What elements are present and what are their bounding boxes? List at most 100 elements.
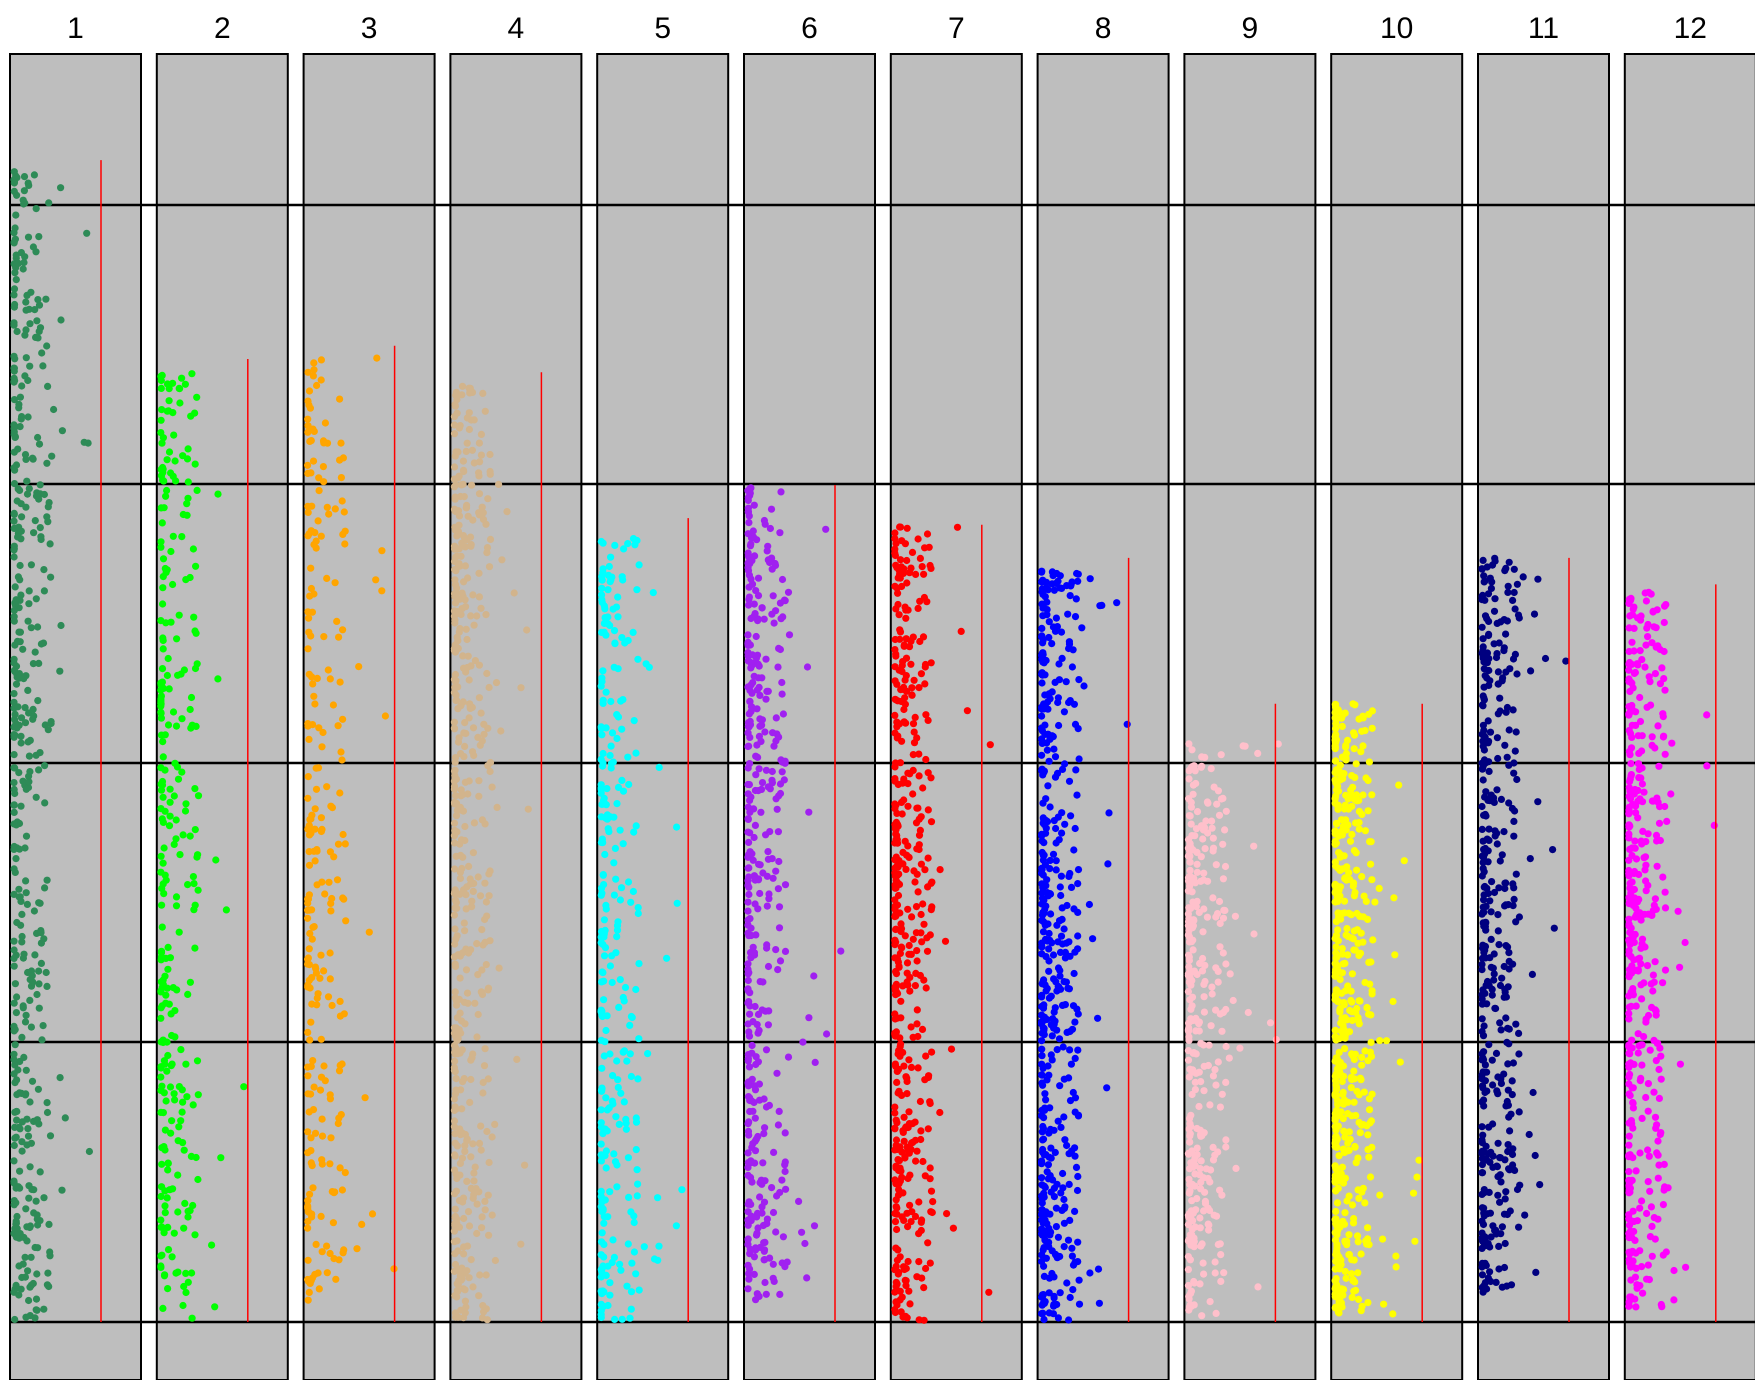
data-point <box>337 474 345 482</box>
data-point <box>451 988 459 996</box>
data-point <box>1039 771 1047 779</box>
data-point <box>10 779 18 787</box>
data-point <box>922 755 930 764</box>
data-point <box>1480 578 1488 586</box>
data-point <box>479 1078 487 1087</box>
data-point <box>745 873 753 881</box>
data-point <box>194 1175 202 1184</box>
data-point <box>941 937 950 945</box>
data-point <box>1056 948 1065 957</box>
data-point <box>157 731 166 739</box>
data-point <box>1187 981 1195 989</box>
data-point <box>306 1036 314 1044</box>
data-point <box>1221 862 1230 871</box>
data-point <box>45 199 53 207</box>
data-point <box>762 695 770 703</box>
data-point <box>1204 877 1212 885</box>
data-point <box>1364 1299 1372 1307</box>
data-point <box>305 891 313 899</box>
data-point <box>1480 1096 1488 1104</box>
data-point <box>1500 1210 1509 1218</box>
data-point <box>467 1075 475 1084</box>
data-point <box>34 296 42 304</box>
data-point <box>899 860 907 868</box>
data-point <box>1652 624 1660 632</box>
data-point <box>307 1134 315 1142</box>
data-point <box>353 1245 361 1253</box>
data-point <box>747 540 755 548</box>
data-point <box>764 687 772 695</box>
data-point <box>1184 910 1192 918</box>
data-point <box>1504 1101 1512 1109</box>
data-point <box>1652 831 1661 840</box>
data-point <box>1054 938 1062 946</box>
data-point <box>459 1314 468 1322</box>
data-point <box>1350 1067 1358 1075</box>
data-point <box>763 1220 771 1228</box>
data-point <box>1651 958 1659 966</box>
data-point <box>610 859 618 867</box>
data-point <box>1361 1047 1369 1055</box>
data-point <box>183 500 191 508</box>
data-point <box>923 530 932 538</box>
data-point <box>1511 747 1519 755</box>
data-point <box>1638 995 1646 1003</box>
data-point <box>481 1197 489 1205</box>
data-point <box>750 1270 758 1278</box>
data-point <box>26 736 34 745</box>
data-point <box>1367 860 1375 868</box>
data-point <box>1040 909 1048 917</box>
data-point <box>625 780 633 789</box>
data-point <box>1040 705 1048 713</box>
data-point <box>477 430 485 438</box>
data-point <box>171 759 179 767</box>
data-point <box>1339 1145 1348 1153</box>
data-point <box>1193 808 1202 816</box>
data-point <box>159 1109 167 1117</box>
data-point <box>304 720 312 728</box>
data-point <box>476 1271 484 1279</box>
data-point <box>1071 1152 1079 1160</box>
data-point <box>450 430 459 438</box>
data-point <box>1332 986 1340 994</box>
data-point <box>907 1218 915 1226</box>
data-point <box>479 1302 487 1310</box>
data-point <box>1649 971 1657 979</box>
data-point <box>311 529 319 537</box>
data-point <box>613 734 621 743</box>
data-point <box>617 884 626 892</box>
points-track-6 <box>744 484 845 1304</box>
data-point <box>178 768 186 776</box>
data-point <box>1479 858 1487 867</box>
data-point <box>10 430 18 438</box>
data-point <box>20 1053 28 1061</box>
data-point <box>1331 1110 1339 1118</box>
data-point <box>746 1245 754 1253</box>
data-point <box>48 452 56 460</box>
data-point <box>1478 649 1486 657</box>
data-point <box>1626 970 1634 978</box>
data-point <box>486 450 494 459</box>
data-point <box>316 974 324 982</box>
data-point <box>1644 910 1652 918</box>
data-point <box>479 509 487 517</box>
data-point <box>222 906 230 914</box>
data-point <box>891 896 899 904</box>
data-point <box>906 987 914 995</box>
data-point <box>896 568 904 576</box>
data-point <box>1363 1238 1371 1246</box>
data-point <box>325 878 333 886</box>
data-point <box>1503 753 1511 761</box>
data-point <box>307 469 315 477</box>
data-point <box>169 532 177 540</box>
data-point <box>57 184 65 192</box>
data-point <box>598 674 606 682</box>
data-point <box>306 815 314 824</box>
data-point <box>768 610 776 618</box>
data-point <box>1364 1131 1372 1139</box>
data-point <box>908 684 916 692</box>
data-point <box>472 1185 480 1193</box>
data-point <box>455 628 463 636</box>
data-point <box>1392 1263 1400 1271</box>
data-point <box>1365 1106 1374 1114</box>
